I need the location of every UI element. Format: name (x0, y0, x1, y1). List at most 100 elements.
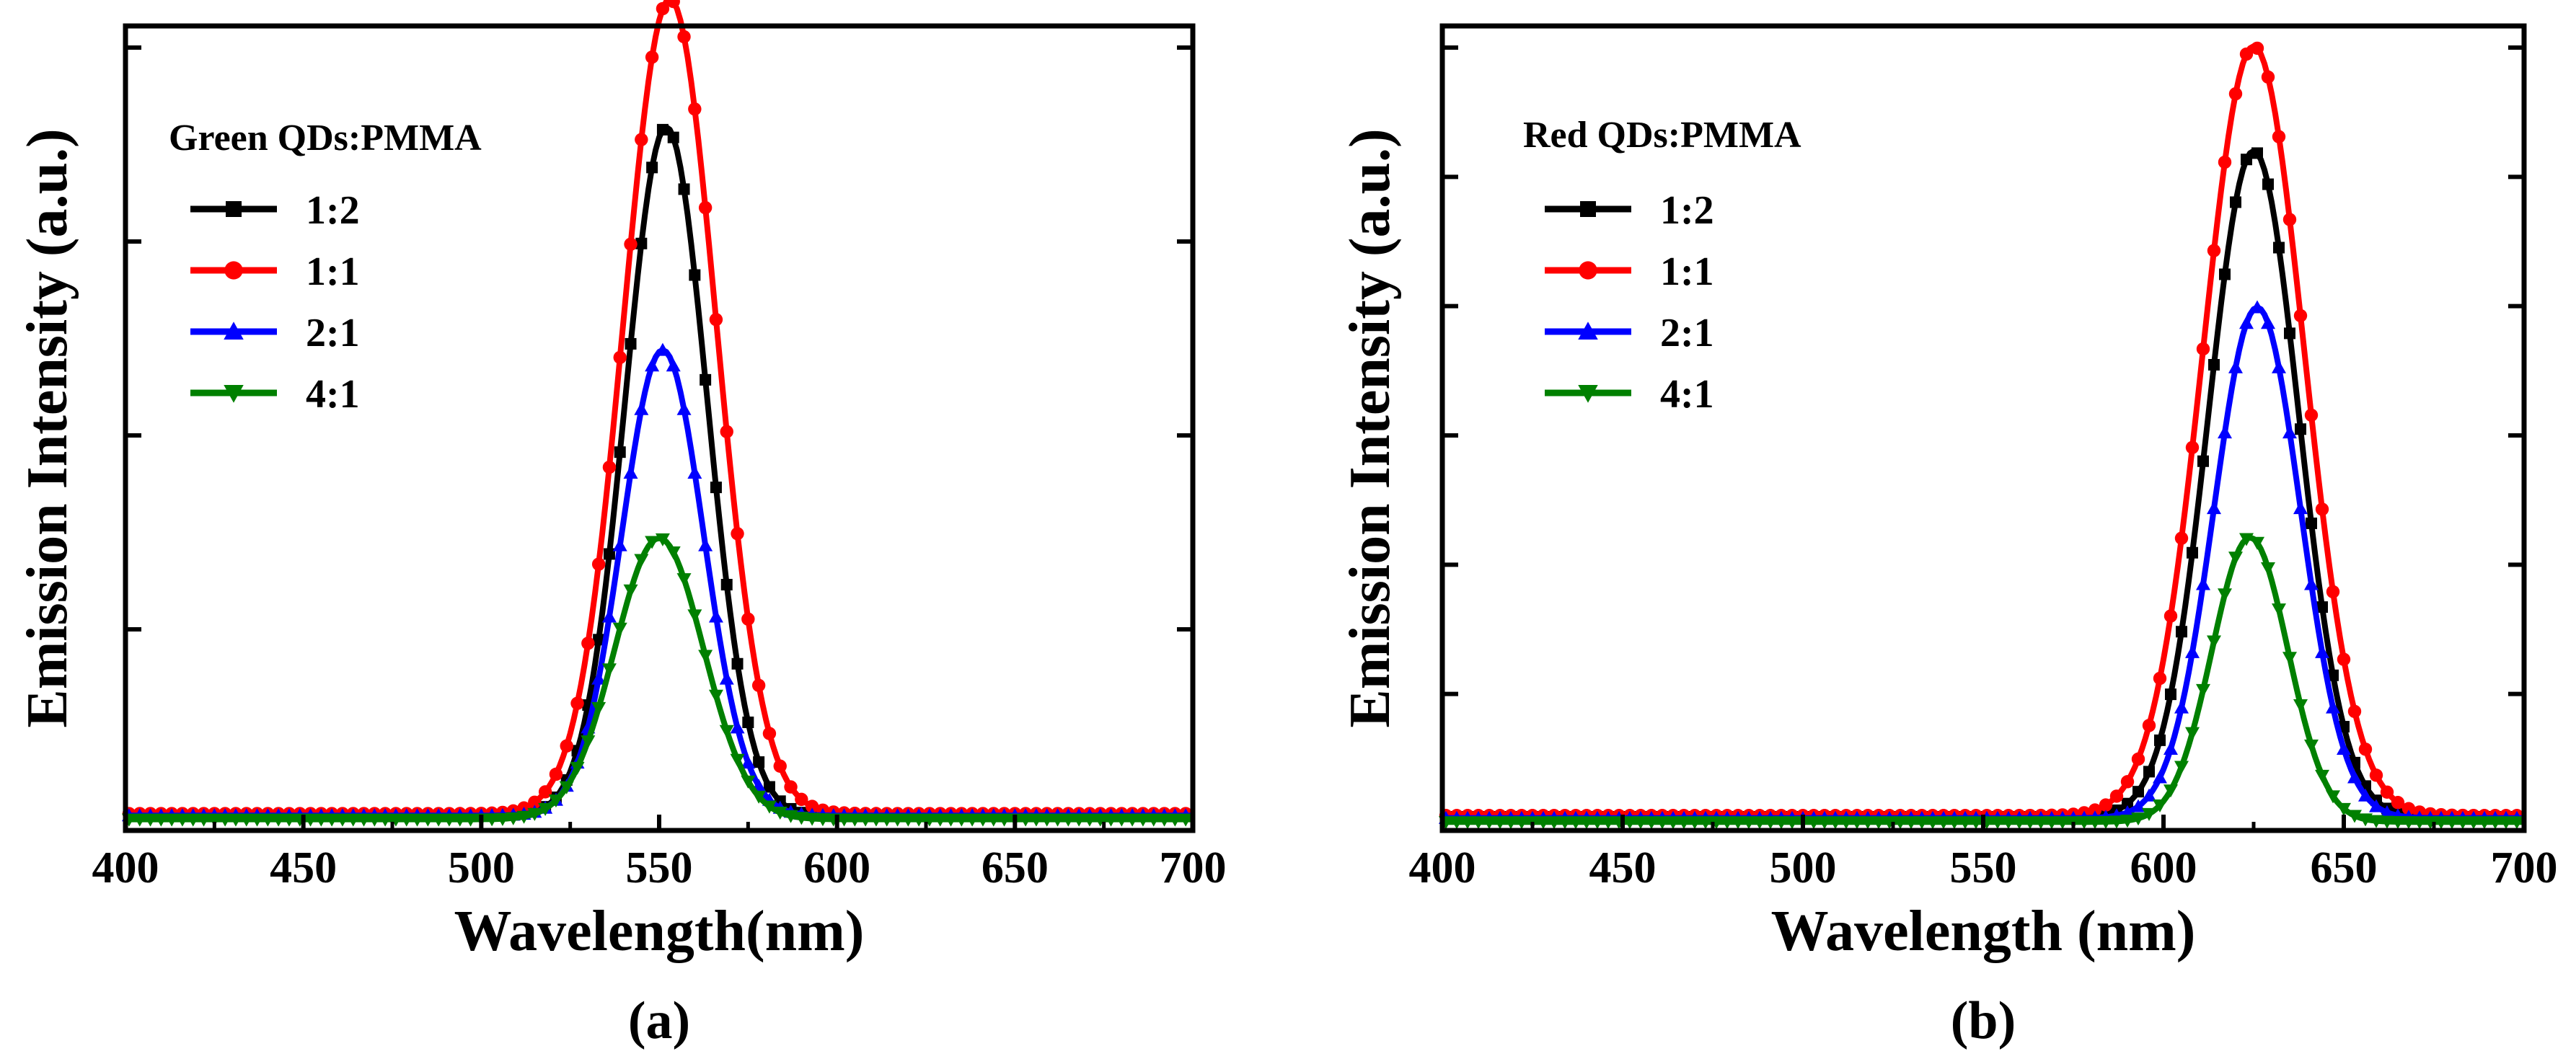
panel-b-label: (b) (1951, 991, 2016, 1050)
data-point (1547, 816, 1561, 830)
data-point (655, 342, 670, 356)
data-point (1471, 816, 1486, 830)
data-point (1460, 816, 1475, 830)
data-point (2304, 408, 2319, 422)
data-point (1785, 816, 1799, 830)
data-point (687, 609, 702, 623)
data-point (601, 663, 617, 677)
data-point (635, 237, 648, 249)
data-point (1493, 816, 1507, 830)
legend-label: 1:1 (1660, 249, 1714, 294)
data-point (2261, 316, 2275, 329)
data-point (2099, 815, 2113, 829)
data-point (847, 813, 863, 827)
data-point (2163, 741, 2178, 755)
data-point (196, 813, 211, 827)
data-point (698, 650, 713, 663)
data-point (1103, 813, 1119, 827)
data-point (794, 812, 809, 825)
x-tick-label: 550 (1950, 843, 2017, 892)
data-point (260, 813, 275, 827)
data-point (646, 161, 658, 174)
data-point (762, 800, 777, 814)
data-point (2185, 644, 2200, 658)
data-point (2218, 425, 2232, 439)
data-point (2012, 816, 2026, 830)
data-point (2120, 815, 2135, 828)
data-point (2088, 816, 2102, 830)
data-point (601, 609, 617, 623)
data-point (676, 573, 692, 587)
data-point (719, 725, 734, 738)
data-point (2250, 300, 2264, 314)
data-point (986, 813, 1001, 827)
data-point (612, 622, 627, 636)
data-point (708, 609, 723, 623)
data-point (2466, 816, 2481, 830)
data-point (741, 756, 756, 769)
data-point (2261, 70, 2275, 84)
data-point (516, 810, 531, 824)
data-point (2142, 788, 2156, 802)
series-markers-1-1 (1439, 41, 2524, 823)
data-point (1915, 816, 1929, 830)
data-point (2284, 327, 2295, 340)
legend-marker (1580, 201, 1596, 217)
x-tick-label: 400 (92, 843, 159, 892)
data-point (1861, 816, 1875, 830)
data-point (858, 813, 873, 827)
data-point (751, 678, 766, 692)
data-point (2272, 130, 2286, 143)
legend-marker (1579, 261, 1597, 280)
data-point (708, 689, 723, 703)
panel-a-legend: Green QDs:PMMA 1:2 1:1 2:1 4:1 (169, 118, 482, 417)
legend-marker (226, 201, 242, 217)
data-point (1817, 816, 1832, 830)
data-point (1763, 816, 1778, 830)
data-point (2143, 766, 2155, 778)
data-point (795, 792, 808, 807)
data-point (2207, 244, 2221, 257)
x-tick-label: 550 (626, 843, 693, 892)
x-tick-label: 700 (1160, 843, 1227, 892)
data-point (593, 634, 605, 646)
series-line-4-1 (125, 535, 1193, 823)
data-point (356, 813, 371, 827)
data-point (2434, 816, 2448, 830)
data-point (1482, 816, 1496, 830)
data-point (2358, 743, 2373, 756)
data-point (783, 810, 798, 823)
data-point (495, 812, 510, 826)
data-point (132, 813, 147, 827)
legend-marker (1578, 322, 1598, 340)
data-point (772, 806, 788, 820)
data-point (2369, 768, 2383, 782)
data-point (688, 102, 702, 116)
legend-marker (224, 385, 244, 403)
data-point (207, 813, 222, 827)
data-point (2218, 155, 2232, 169)
data-point (2326, 790, 2340, 804)
data-point (655, 533, 670, 546)
data-point (2055, 816, 2070, 830)
data-point (837, 813, 852, 827)
data-point (581, 637, 595, 650)
panel-b-legend-title: Red QDs:PMMA (1523, 115, 1801, 156)
data-point (753, 756, 765, 768)
data-point (2261, 562, 2275, 575)
data-point (997, 813, 1012, 827)
data-point (1688, 816, 1702, 830)
data-point (2380, 805, 2394, 818)
data-point (645, 358, 660, 372)
data-point (2337, 652, 2351, 666)
data-point (730, 753, 745, 767)
data-point (2174, 700, 2189, 714)
data-point (2293, 501, 2308, 515)
data-point (420, 813, 436, 827)
data-point (656, 1, 670, 16)
data-point (975, 813, 990, 827)
data-point (2293, 699, 2308, 713)
data-point (314, 813, 329, 827)
data-point (2423, 816, 2438, 830)
panel-b-plot-area (1439, 41, 2524, 830)
